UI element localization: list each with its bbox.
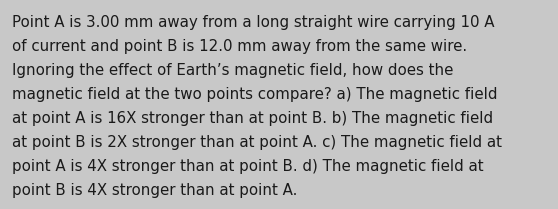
Text: of current and point B is 12.0 mm away from the same wire.: of current and point B is 12.0 mm away f… bbox=[12, 39, 467, 54]
Text: at point B is 2X stronger than at point A. c) The magnetic field at: at point B is 2X stronger than at point … bbox=[12, 135, 502, 150]
Text: magnetic field at the two points compare? a) The magnetic field: magnetic field at the two points compare… bbox=[12, 87, 498, 102]
Text: at point A is 16X stronger than at point B. b) The magnetic field: at point A is 16X stronger than at point… bbox=[12, 111, 493, 126]
Text: Point A is 3.00 mm away from a long straight wire carrying 10 A: Point A is 3.00 mm away from a long stra… bbox=[12, 15, 494, 30]
Text: point A is 4X stronger than at point B. d) The magnetic field at: point A is 4X stronger than at point B. … bbox=[12, 159, 484, 174]
Text: point B is 4X stronger than at point A.: point B is 4X stronger than at point A. bbox=[12, 183, 297, 198]
Text: Ignoring the effect of Earth’s magnetic field, how does the: Ignoring the effect of Earth’s magnetic … bbox=[12, 63, 453, 78]
